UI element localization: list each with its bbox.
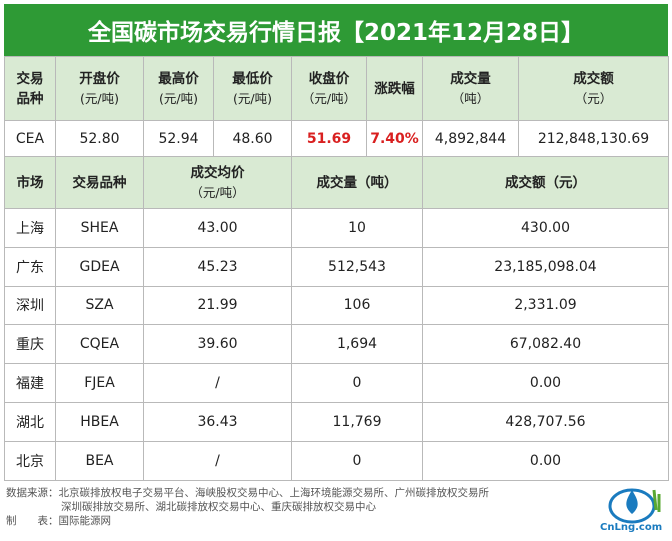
cell-market: 北京 xyxy=(4,440,56,481)
header-product: 交易品种 xyxy=(4,56,56,121)
cell-low: 48.60 xyxy=(213,120,292,157)
source-line-2: 深圳碳排放交易所、湖北碳排放权交易中心、重庆碳排放权交易中心 xyxy=(61,501,376,513)
regional-market-table: 市场 交易品种 成交均价 （元/吨） 成交量（吨） 成交额（元） 上海 SHEA 43… xyxy=(4,156,669,481)
cell-avg-price: 45.23 xyxy=(143,246,292,287)
cell-volume: 106 xyxy=(291,285,423,326)
cell-product: BEA xyxy=(55,440,144,481)
cell-amount: 67,082.40 xyxy=(422,324,669,365)
cell-amount: 430.00 xyxy=(422,208,669,248)
cell-volume: 1,694 xyxy=(291,324,423,365)
cell-amount: 0.00 xyxy=(422,440,669,481)
regional-rows: 上海 SHEA 43.00 10 430.00 广东 GDEA 45.23 512,543 23,… xyxy=(4,208,669,481)
maker-line: 制 表：国际能源网 xyxy=(6,515,111,527)
cell-market: 湖北 xyxy=(4,401,56,442)
header-avg-price: 成交均价 （元/吨） xyxy=(143,156,292,209)
cell-change: 7.40% xyxy=(366,120,423,157)
cell-volume: 11,769 xyxy=(291,401,423,442)
header-product: 交易品种 xyxy=(55,156,144,209)
cell-market: 重庆 xyxy=(4,324,56,365)
header-low: 最低价 (元/吨) xyxy=(213,56,292,121)
table-row: 上海 SHEA 43.00 10 430.00 xyxy=(4,208,669,248)
header-change: 涨跌幅 xyxy=(366,56,423,121)
cell-product: GDEA xyxy=(55,246,144,287)
header-amount: 成交额（元） xyxy=(422,156,669,209)
cell-high: 52.94 xyxy=(143,120,214,157)
cell-market: 上海 xyxy=(4,208,56,248)
source-line-1: 数据来源：北京碳排放权电子交易平台、海峡股权交易中心、上海环境能源交易所、广州碳… xyxy=(6,487,489,499)
cell-avg-price: 21.99 xyxy=(143,285,292,326)
cell-volume: 0 xyxy=(291,440,423,481)
header-market: 市场 xyxy=(4,156,56,209)
table-header-row: 市场 交易品种 成交均价 （元/吨） 成交量（吨） 成交额（元） xyxy=(4,156,669,209)
cell-product: SHEA xyxy=(55,208,144,248)
cell-product: FJEA xyxy=(55,363,144,403)
table-row: 湖北 HBEA 36.43 11,769 428,707.56 xyxy=(4,401,669,442)
cell-market: 广东 xyxy=(4,246,56,287)
cell-close: 51.69 xyxy=(291,120,367,157)
header-volume: 成交量（吨） xyxy=(422,56,519,121)
cell-avg-price: / xyxy=(143,440,292,481)
cell-market: 福建 xyxy=(4,363,56,403)
table-row: CEA 52.80 52.94 48.60 51.69 7.40% 4,892,… xyxy=(4,120,669,157)
header-close: 收盘价 （元/吨） xyxy=(291,56,367,121)
cell-amount: 428,707.56 xyxy=(422,401,669,442)
cell-volume: 10 xyxy=(291,208,423,248)
cell-product: HBEA xyxy=(55,401,144,442)
table-row: 广东 GDEA 45.23 512,543 23,185,098.04 xyxy=(4,246,669,287)
table-row: 北京 BEA/0 0.00 xyxy=(4,440,669,481)
cell-amount: 0.00 xyxy=(422,363,669,403)
cell-avg-price: 39.60 xyxy=(143,324,292,365)
cell-product: SZA xyxy=(55,285,144,326)
cell-product: CEA xyxy=(4,120,56,157)
header-open: 开盘价 (元/吨) xyxy=(55,56,144,121)
logo-text: CnLng.com xyxy=(600,522,663,533)
cell-amount: 2,331.09 xyxy=(422,285,669,326)
cell-avg-price: 43.00 xyxy=(143,208,292,248)
cell-amount: 212,848,130.69 xyxy=(518,120,669,157)
page-title: 全国碳市场交易行情日报【2021年12月28日】 xyxy=(4,4,668,56)
national-market-table: 交易 品种 开盘价 (元/吨) 最高价 (元/吨) 最低价 (元/吨) 收盘价 （元/吨）… xyxy=(4,56,669,157)
cell-avg-price: / xyxy=(143,363,292,403)
cell-product: CQEA xyxy=(55,324,144,365)
cell-volume: 4,892,844 xyxy=(422,120,519,157)
cell-volume: 512,543 xyxy=(291,246,423,287)
cell-amount: 23,185,098.04 xyxy=(422,246,669,287)
cell-market: 深圳 xyxy=(4,285,56,326)
table-row: 福建 FJEA/0 0.00 xyxy=(4,363,669,403)
table-header-row: 交易 品种 开盘价 (元/吨) 最高价 (元/吨) 最低价 (元/吨) 收盘价 （元/吨）… xyxy=(4,56,669,121)
header-high: 最高价 (元/吨) xyxy=(143,56,214,121)
table-row: 深圳 SZA 21.99 106 2,331.09 xyxy=(4,285,669,326)
cell-avg-price: 36.43 xyxy=(143,401,292,442)
header-amount: 成交额（元） xyxy=(518,56,669,121)
header-volume: 成交量（吨） xyxy=(291,156,423,209)
cell-open: 52.80 xyxy=(55,120,144,157)
table-row: 重庆 CQEA 39.60 1,694 67,082.40 xyxy=(4,324,669,365)
footer-notes: 数据来源：北京碳排放权电子交易平台、海峡股权交易中心、上海环境能源交易所、广州碳… xyxy=(6,486,566,528)
water-drop-logo-icon xyxy=(608,488,661,524)
cell-volume: 0 xyxy=(291,363,423,403)
